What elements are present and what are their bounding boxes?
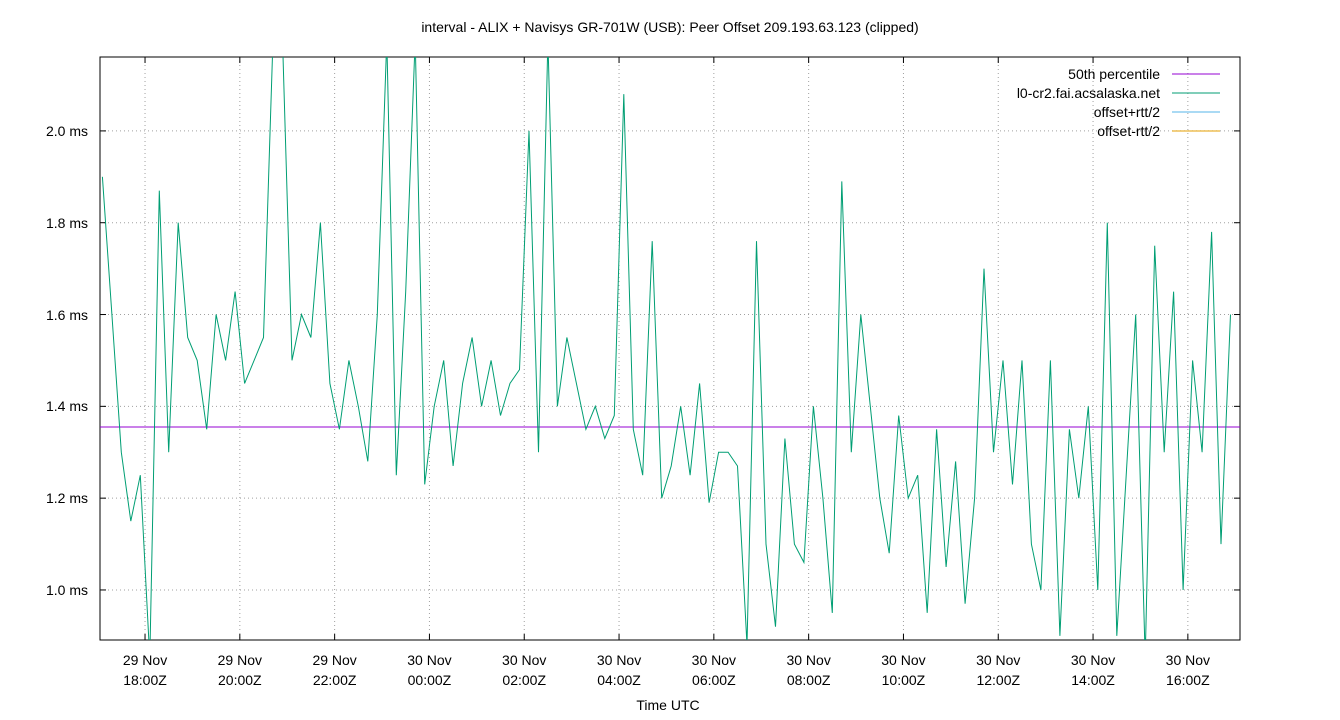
plot-border <box>99 56 1241 641</box>
data-line <box>101 57 1231 640</box>
legend-label: offset+rtt/2 <box>1093 104 1160 120</box>
x-tick-label: 29 Nov 20:00Z <box>217 652 263 688</box>
x-tick-label: 30 Nov 10:00Z <box>881 652 926 688</box>
y-tick-label: 1.6 ms <box>45 306 88 323</box>
x-axis-label: Time UTC <box>636 697 700 713</box>
x-tick-label: 30 Nov 02:00Z <box>502 652 547 688</box>
legend-label: offset-rtt/2 <box>1097 123 1160 139</box>
x-tick-label: 30 Nov 12:00Z <box>976 652 1021 688</box>
x-tick-label: 30 Nov 14:00Z <box>1070 652 1116 688</box>
legend-label: 50th percentile <box>1068 66 1160 82</box>
x-tick-label: 29 Nov 22:00Z <box>312 652 357 688</box>
x-tick-label: 30 Nov 04:00Z <box>596 652 642 688</box>
legend-label: l0-cr2.fai.acsalaska.net <box>1016 85 1160 101</box>
x-tick-label: 29 Nov 18:00Z <box>122 652 168 688</box>
x-tick-label: 30 Nov 16:00Z <box>1165 652 1211 688</box>
chart-title: interval - ALIX + Navisys GR-701W (USB):… <box>421 19 919 35</box>
x-tick-label: 30 Nov 08:00Z <box>786 652 831 688</box>
plot-lines <box>100 57 1240 640</box>
y-tick-label: 1.0 ms <box>45 581 88 598</box>
x-tick-label: 30 Nov 00:00Z <box>407 652 452 688</box>
y-tick-label: 2.0 ms <box>45 122 88 139</box>
x-tick-label: 30 Nov 06:00Z <box>691 652 737 688</box>
y-tick-label: 1.2 ms <box>45 490 88 507</box>
y-tick-label: 1.4 ms <box>45 398 88 415</box>
y-tick-label: 1.8 ms <box>45 214 88 231</box>
